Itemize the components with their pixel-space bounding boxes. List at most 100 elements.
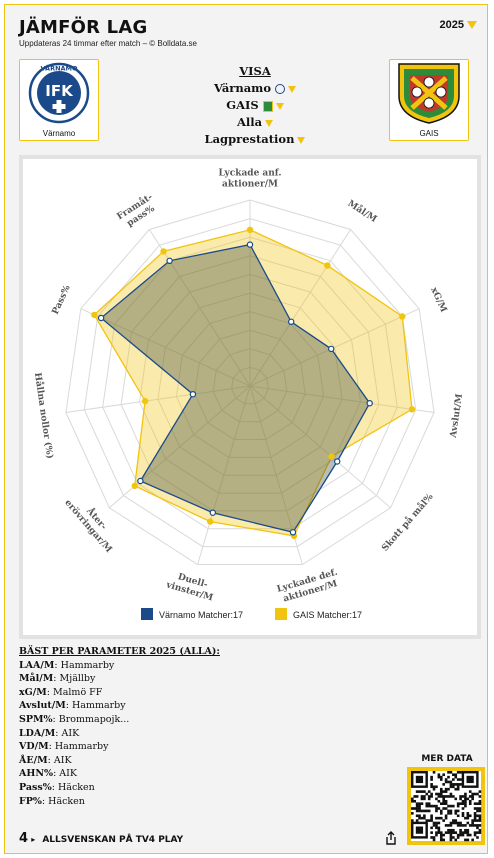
team2-selector[interactable]: GAIS bbox=[165, 97, 345, 114]
radar-point[interactable] bbox=[399, 313, 406, 320]
best-row-key: VD/M bbox=[19, 741, 49, 753]
team-right-logo-box[interactable]: GAIS bbox=[389, 59, 469, 141]
team-left-logo-box[interactable]: VÄRNAMO IFK Värnamo bbox=[19, 59, 99, 141]
mode-selector[interactable]: Lagprestation bbox=[165, 131, 345, 148]
mode-value: Lagprestation bbox=[204, 132, 295, 146]
legend-label-gais[interactable]: GAIS Matcher:17 bbox=[293, 610, 362, 620]
filter-selector[interactable]: Alla bbox=[165, 114, 345, 131]
radar-axis-label: Pass% bbox=[51, 283, 73, 316]
chevron-down-icon bbox=[467, 21, 477, 30]
radar-grid-ring bbox=[194, 329, 306, 440]
best-row: LAA/M: Hammarby bbox=[19, 659, 115, 671]
chevron-down-icon bbox=[265, 119, 274, 127]
radar-axis-label: Avslut/M bbox=[449, 393, 465, 439]
radar-point[interactable] bbox=[334, 458, 341, 465]
radar-spoke bbox=[197, 385, 251, 565]
radar-point[interactable] bbox=[366, 399, 373, 407]
radar-point[interactable] bbox=[91, 311, 98, 319]
radar-axis-label: Lyckade anf. aktioner/M bbox=[219, 169, 282, 190]
radar-axis-label: Framåt-pass% bbox=[114, 190, 157, 229]
radar-point[interactable] bbox=[289, 529, 297, 536]
play-arrow-icon: ▸ bbox=[31, 835, 36, 844]
radar-spoke bbox=[249, 385, 435, 413]
best-row-team: Hammarby bbox=[71, 700, 126, 712]
radar-axis-label-text: Pass% bbox=[51, 283, 73, 316]
radar-spoke bbox=[65, 385, 251, 413]
radar-axis-label-text: xG/M bbox=[428, 286, 448, 314]
best-row-key: xG/M bbox=[19, 686, 47, 698]
radar-point[interactable] bbox=[206, 518, 214, 525]
best-heading: BÄST PER PARAMETER 2025 (ALLA): bbox=[19, 646, 220, 657]
radar-point[interactable] bbox=[328, 345, 335, 353]
logo-ifk-text: IFK bbox=[45, 82, 74, 100]
radar-grid-ring bbox=[138, 273, 362, 494]
ifk-mini-icon bbox=[275, 84, 286, 94]
best-row-key: Pass% bbox=[19, 781, 52, 793]
radar-point[interactable] bbox=[131, 482, 138, 490]
qr-code[interactable] bbox=[407, 767, 485, 845]
radar-chart-panel: Lyckade anf. aktioner/M Mål/M xG/M Avslut/M S… bbox=[19, 155, 481, 639]
best-row: FP%: Häcken bbox=[19, 795, 85, 807]
best-row-key: FP% bbox=[19, 795, 42, 807]
share-icon[interactable] bbox=[385, 831, 397, 845]
team2-value: GAIS bbox=[226, 98, 259, 112]
radar-point[interactable] bbox=[209, 509, 216, 516]
radar-point[interactable] bbox=[324, 262, 331, 269]
radar-spoke bbox=[249, 308, 420, 387]
year-selector[interactable]: 2025 bbox=[440, 19, 477, 31]
radar-axis-label: Skott på mål% bbox=[379, 490, 436, 553]
legend-label-varnamo[interactable]: Värnamo Matcher:17 bbox=[159, 610, 243, 620]
radar-point[interactable] bbox=[246, 241, 254, 248]
radar-point[interactable] bbox=[160, 248, 167, 255]
team-left-name: Värnamo bbox=[42, 129, 76, 138]
more-data-label: MER DATA bbox=[421, 754, 473, 764]
radar-grid-ring bbox=[231, 366, 269, 405]
radar-point[interactable] bbox=[97, 314, 105, 322]
gais-mini-icon bbox=[262, 100, 273, 112]
best-row-key: ÅE/M bbox=[19, 754, 48, 766]
radar-point[interactable] bbox=[141, 397, 149, 405]
page-title: JÄMFÖR LAG bbox=[19, 17, 148, 38]
radar-point[interactable] bbox=[246, 226, 254, 234]
best-row-team: Hammarby bbox=[54, 741, 109, 753]
radar-axis-label-text: Åter-erövringar/M bbox=[62, 490, 123, 555]
radar-series-gais bbox=[93, 229, 413, 537]
comparison-card: JÄMFÖR LAG Uppdateras 24 timmar efter ma… bbox=[4, 4, 488, 854]
radar-grid-ring bbox=[120, 255, 380, 512]
radar-axis-label: Mål/M bbox=[346, 197, 380, 225]
best-row-team: AIK bbox=[53, 754, 72, 766]
radar-axis-label-text: Skott på mål% bbox=[379, 490, 436, 553]
best-row-key: LDA/M bbox=[19, 727, 56, 739]
radar-point[interactable] bbox=[166, 257, 173, 265]
visa-panel: VISA Värnamo GAIS Alla Lagprestation bbox=[165, 63, 345, 148]
best-row-key: Mål/M bbox=[19, 673, 54, 685]
best-row: VD/M: Hammarby bbox=[19, 741, 109, 753]
radar-point[interactable] bbox=[328, 453, 335, 460]
radar-axis-label: Åter-erövringar/M bbox=[62, 490, 123, 555]
radar-point[interactable] bbox=[137, 477, 144, 485]
radar-spoke bbox=[249, 229, 352, 387]
best-row-team: AIK bbox=[59, 768, 78, 780]
best-row-team: Malmö FF bbox=[53, 686, 103, 698]
best-row-team: Mjällby bbox=[59, 673, 96, 685]
best-row-key: SPM% bbox=[19, 713, 53, 725]
radar-axis-label: xG/M bbox=[428, 286, 448, 314]
footer-text: ALLSVENSKAN PÅ TV4 PLAY bbox=[42, 835, 184, 845]
radar-axis-label: Duell-vinster/M bbox=[164, 572, 214, 603]
gais-logo bbox=[398, 63, 460, 124]
radar-grid-ring bbox=[175, 311, 325, 458]
team1-selector[interactable]: Värnamo bbox=[165, 80, 345, 97]
radar-point[interactable] bbox=[288, 318, 295, 325]
radar-spoke bbox=[148, 229, 251, 387]
radar-point[interactable] bbox=[408, 406, 416, 413]
filter-value: Alla bbox=[236, 115, 263, 129]
team1-value: Värnamo bbox=[213, 81, 271, 95]
radar-point[interactable] bbox=[189, 390, 197, 398]
footer-banner[interactable]: 4 ▸ ALLSVENSKAN PÅ TV4 PLAY bbox=[19, 831, 183, 846]
best-row: Avslut/M: Hammarby bbox=[19, 700, 126, 712]
best-row: ÅE/M: AIK bbox=[19, 754, 72, 766]
radar-axis-label: Hållna nollor (%) bbox=[32, 372, 56, 460]
best-row: Mål/M: Mjällby bbox=[19, 673, 96, 685]
radar-chart: Lyckade anf. aktioner/M Mål/M xG/M Avslut/M S… bbox=[32, 169, 465, 620]
page-subtitle: Uppdateras 24 timmar efter match – © Bol… bbox=[19, 39, 197, 48]
